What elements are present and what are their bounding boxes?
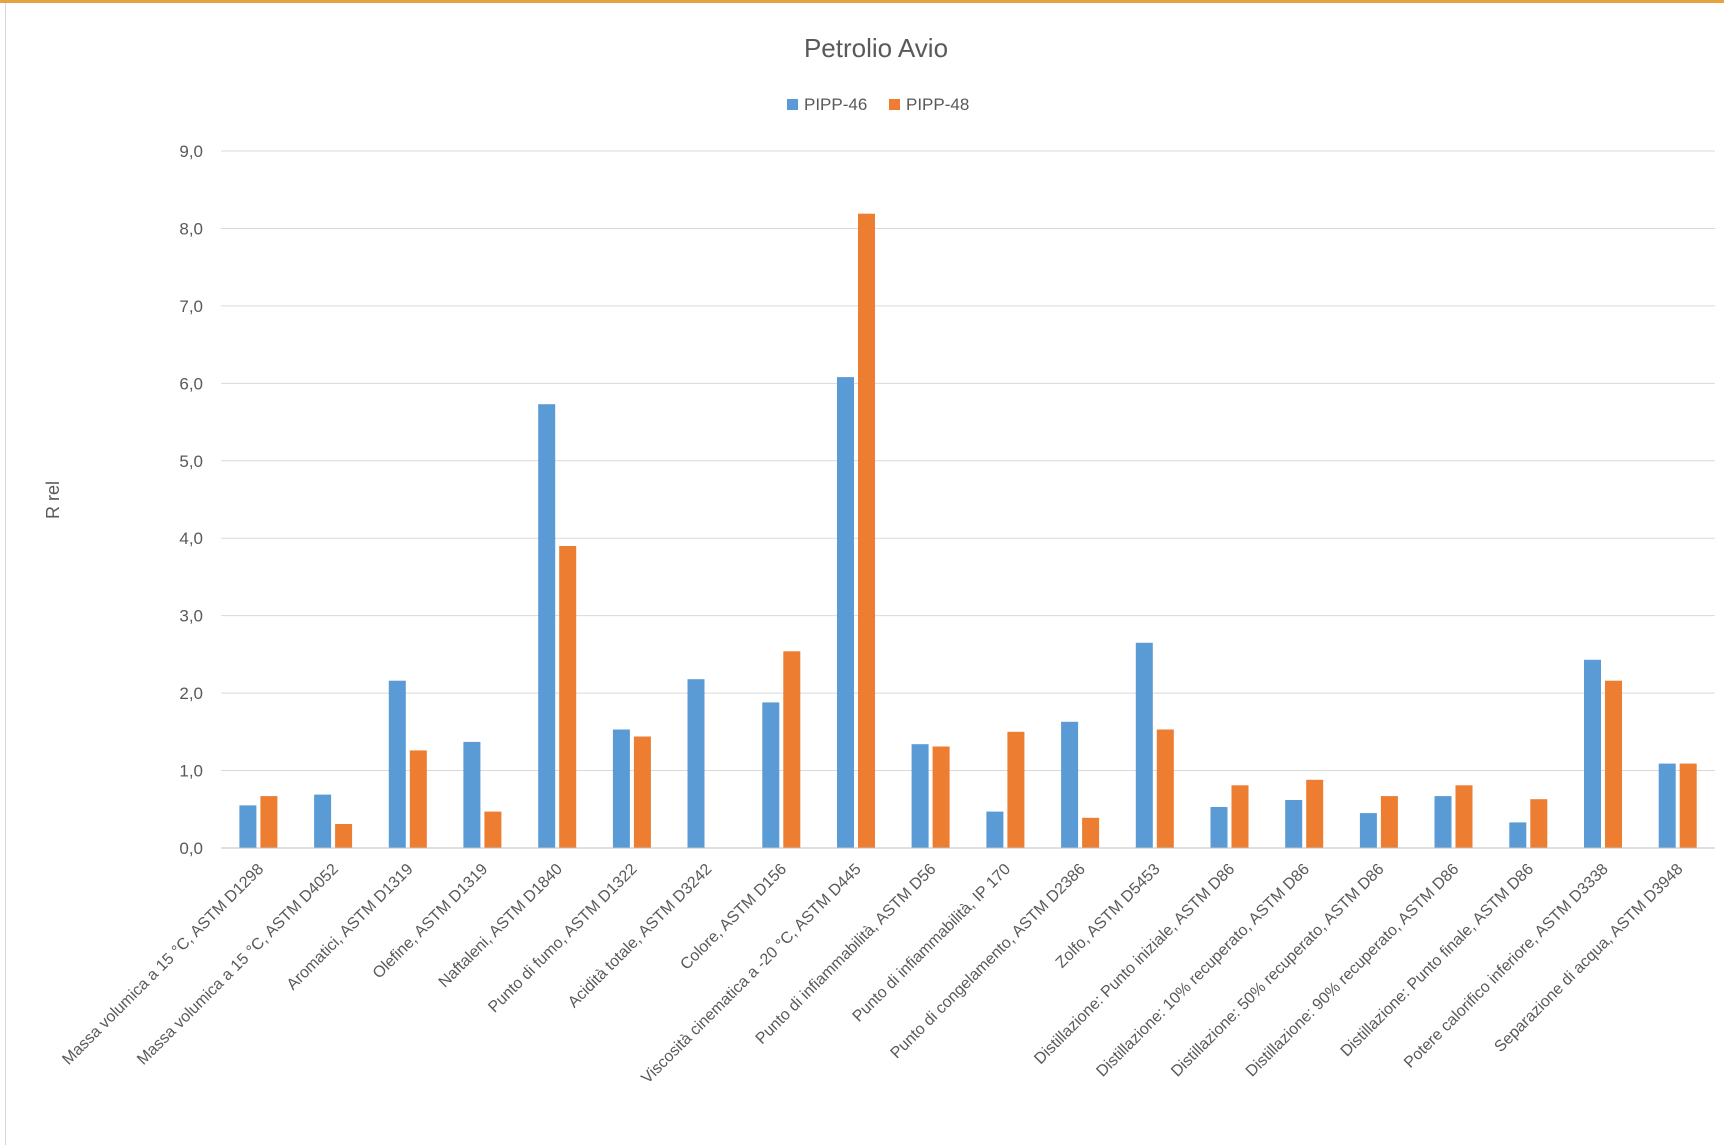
bar-pipp-48 <box>1082 817 1100 848</box>
bar-pipp-48 <box>633 736 651 848</box>
legend: PIPP-46 PIPP-48 <box>787 95 969 114</box>
bar-pipp-46 <box>837 377 854 848</box>
y-tick-label: 9,0 <box>179 142 203 161</box>
bar-pipp-48 <box>1679 763 1697 848</box>
y-tick-label: 2,0 <box>179 684 203 703</box>
bar-pipp-46 <box>687 679 705 848</box>
bar-pipp-48 <box>858 213 875 848</box>
x-tick-label: Aromatici, ASTM D1319 <box>284 861 417 994</box>
bar-pipp-46 <box>911 744 929 848</box>
bar-pipp-46 <box>1061 721 1079 848</box>
bar-pipp-46 <box>1135 642 1153 848</box>
y-tick-label: 8,0 <box>179 219 203 238</box>
legend-label-pipp-46: PIPP-46 <box>804 95 867 114</box>
bar-pipp-48 <box>484 811 502 848</box>
bar-pipp-46 <box>538 404 556 848</box>
gridlines <box>221 150 1715 772</box>
y-tick-label: 0,0 <box>179 839 203 858</box>
bar-pipp-48 <box>260 796 278 848</box>
top-border <box>0 0 1724 3</box>
bar-pipp-46 <box>463 741 481 848</box>
bar-pipp-46 <box>1210 807 1228 848</box>
bar-pipp-48 <box>1455 785 1473 848</box>
bar-pipp-48 <box>1306 779 1324 848</box>
bar-pipp-46 <box>1658 763 1676 848</box>
bar-pipp-46 <box>388 680 406 848</box>
y-tick-label: 1,0 <box>179 762 203 781</box>
bar-pipp-48 <box>932 746 950 848</box>
x-tick-label: Naftaleni, ASTM D1840 <box>436 861 566 991</box>
bar-pipp-46 <box>1434 796 1452 848</box>
x-tick-label: Acidità totale, ASTM D3242 <box>565 861 715 1011</box>
bar-pipp-48 <box>1156 729 1174 848</box>
bar-pipp-48 <box>559 546 577 848</box>
bar-pipp-48 <box>1007 731 1025 848</box>
y-tick-label: 5,0 <box>179 452 203 471</box>
legend-swatch-pipp-46 <box>787 99 798 110</box>
bar-pipp-46 <box>762 702 780 848</box>
y-axis-ticks: 0,0 1,0 2,0 3,0 4,0 5,0 6,0 7,0 8,0 9,0 <box>179 142 203 858</box>
left-border <box>5 3 6 1145</box>
bar-pipp-48 <box>335 824 353 848</box>
bar-pipp-48 <box>1380 796 1398 848</box>
y-axis-label: R rel <box>43 481 63 519</box>
bar-pipp-46 <box>1509 822 1527 848</box>
bar-pipp-46 <box>986 811 1004 848</box>
bar-pipp-46 <box>239 805 257 848</box>
x-tick-label: Punto di fumo, ASTM D1322 <box>485 861 640 1016</box>
bar-pipp-46 <box>1359 813 1377 848</box>
legend-label-pipp-48: PIPP-48 <box>906 95 969 114</box>
y-tick-label: 6,0 <box>179 374 203 393</box>
legend-swatch-pipp-48 <box>889 99 900 110</box>
y-tick-label: 3,0 <box>179 607 203 626</box>
chart-title: Petrolio Avio <box>804 33 948 63</box>
bar-pipp-48 <box>783 651 801 848</box>
bars <box>239 213 1697 848</box>
bar-pipp-48 <box>1530 799 1548 848</box>
bar-pipp-48 <box>1231 785 1249 848</box>
bar-pipp-46 <box>314 794 332 848</box>
y-tick-label: 4,0 <box>179 529 203 548</box>
bar-pipp-48 <box>409 750 427 848</box>
x-tick-label: Punto di infiammabilità, IP 170 <box>850 861 1015 1026</box>
bar-pipp-46 <box>1285 800 1303 848</box>
bar-pipp-46 <box>612 729 630 848</box>
x-axis-labels: Massa volumica a 15 °C, ASTM D1298Massa … <box>59 861 1686 1087</box>
bar-pipp-48 <box>1605 680 1622 848</box>
bar-pipp-46 <box>1584 659 1601 848</box>
y-tick-label: 7,0 <box>179 297 203 316</box>
